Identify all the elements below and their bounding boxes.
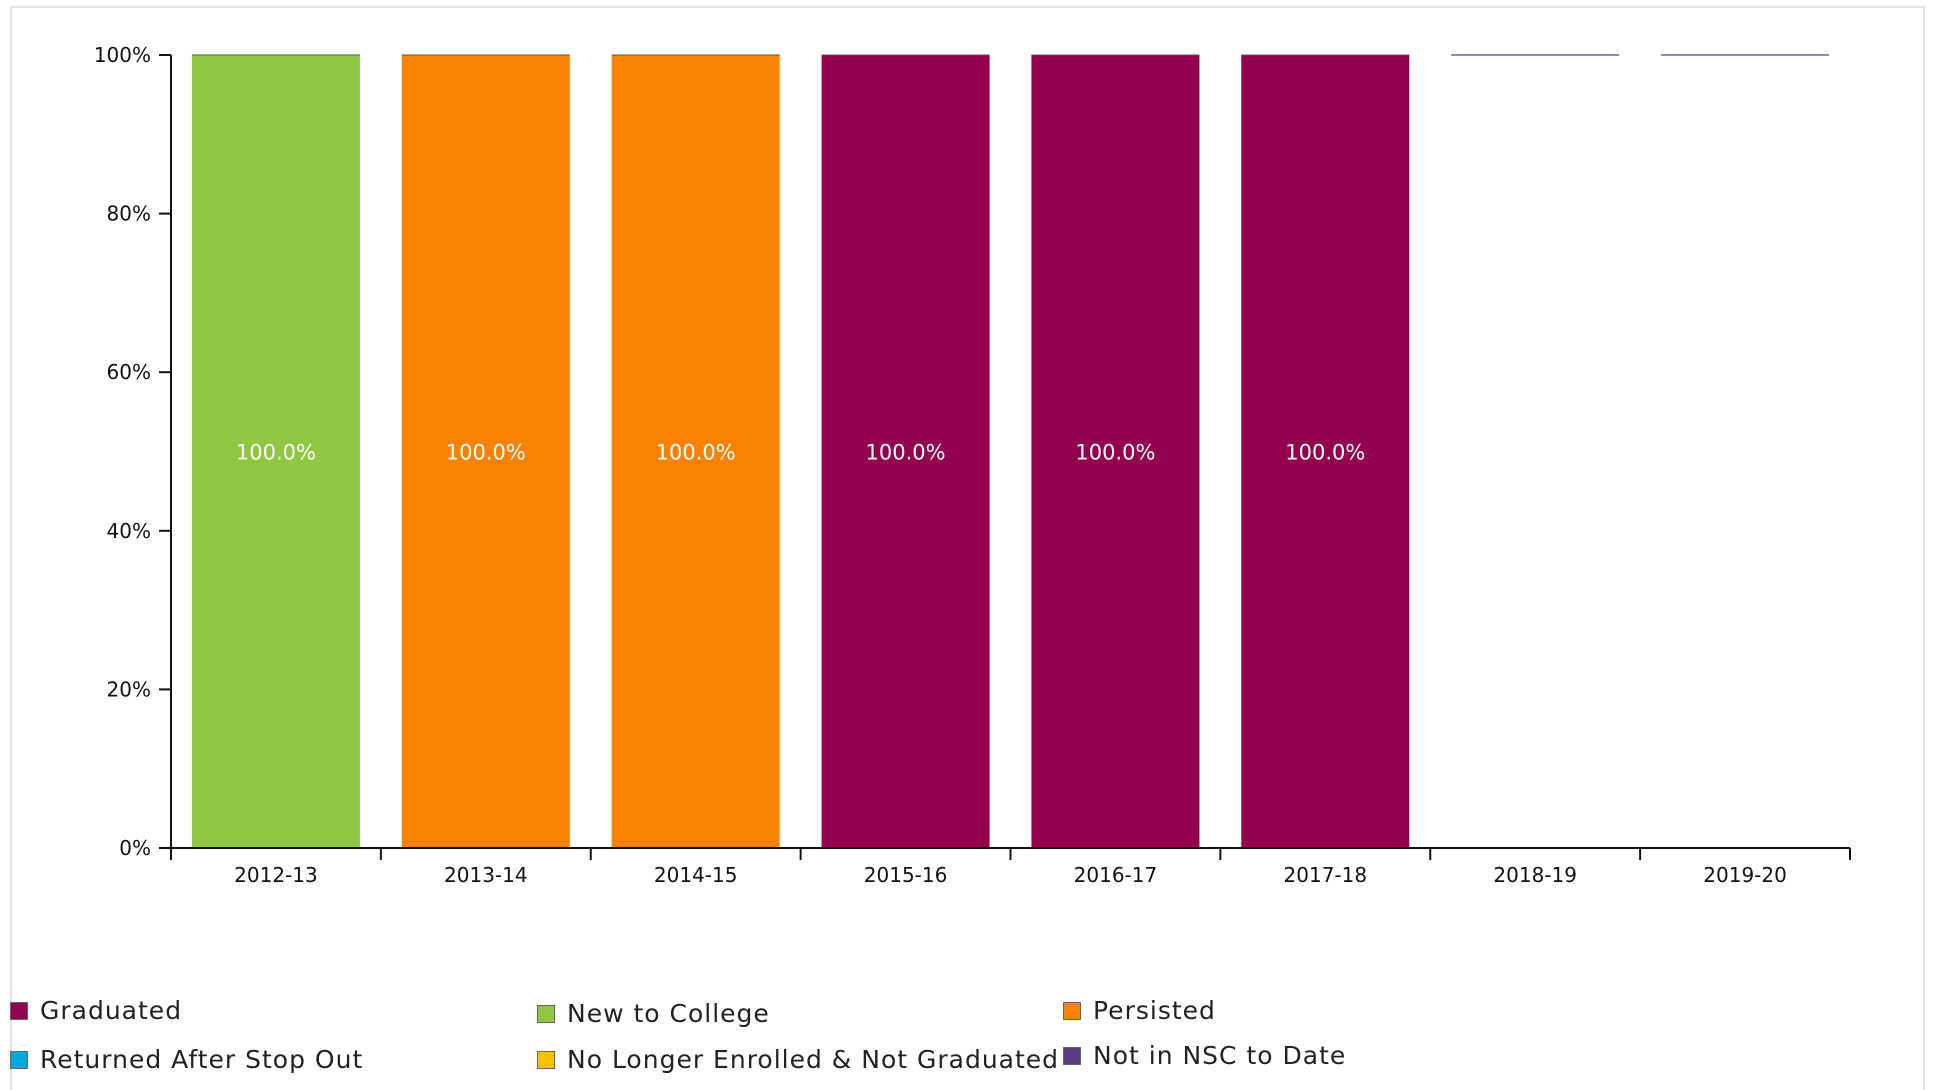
legend-label-returned-after-stop-out: Returned After Stop Out bbox=[40, 1045, 364, 1074]
legend-label-not-in-nsc: Not in NSC to Date bbox=[1093, 1041, 1347, 1070]
x-tick-label-2016-17: 2016-17 bbox=[1074, 863, 1158, 887]
data-label-2012-13: 100.0% bbox=[236, 441, 316, 465]
y-tick-label-4: 80% bbox=[107, 202, 151, 226]
legend-item-graduated[interactable]: Graduated bbox=[10, 996, 182, 1025]
x-tick-label-2013-14: 2013-14 bbox=[444, 863, 528, 887]
legend-swatch-no-longer-enrolled bbox=[537, 1050, 555, 1069]
legend-label-no-longer-enrolled: No Longer Enrolled & Not Graduated bbox=[567, 1045, 1060, 1074]
y-tick-label-3: 60% bbox=[107, 360, 151, 384]
y-tick-label-1: 20% bbox=[107, 677, 151, 701]
bar-2014-15-persisted[interactable] bbox=[611, 55, 780, 848]
bar-2015-16-graduated[interactable] bbox=[821, 55, 990, 848]
legend-item-not-in-nsc[interactable]: Not in NSC to Date bbox=[1063, 1041, 1346, 1070]
bar-2013-14-persisted[interactable] bbox=[401, 55, 570, 848]
y-tick-label-5: 100% bbox=[94, 43, 151, 67]
x-tick-label-2019-20: 2019-20 bbox=[1703, 863, 1787, 887]
x-tick-label-2012-13: 2012-13 bbox=[234, 863, 318, 887]
legend-swatch-returned-after-stop-out bbox=[10, 1050, 28, 1069]
legend-item-persisted[interactable]: Persisted bbox=[1063, 996, 1216, 1025]
bars-group bbox=[191, 54, 1830, 848]
legend-swatch-persisted bbox=[1063, 1001, 1081, 1020]
data-label-2015-16: 100.0% bbox=[866, 441, 946, 465]
y-tick-label-2: 40% bbox=[107, 519, 151, 543]
legend-swatch-new-to-college bbox=[537, 1004, 555, 1023]
data-label-2017-18: 100.0% bbox=[1285, 441, 1365, 465]
chart-frame bbox=[10, 6, 1925, 1090]
legend-item-no-longer-enrolled[interactable]: No Longer Enrolled & Not Graduated bbox=[537, 1045, 1059, 1074]
bar-2012-13-new-to-college[interactable] bbox=[191, 55, 360, 848]
data-labels-group: 100.0% 100.0% 100.0% 100.0% 100.0% 100.0% bbox=[236, 441, 1365, 465]
legend-label-new-to-college: New to College bbox=[567, 999, 770, 1028]
legend-swatch-not-in-nsc bbox=[1063, 1046, 1081, 1065]
legend-swatch-graduated bbox=[10, 1001, 28, 1020]
y-tick-label-0: 0% bbox=[119, 836, 151, 860]
legend-item-returned-after-stop-out[interactable]: Returned After Stop Out bbox=[10, 1045, 363, 1074]
x-tick-label-2014-15: 2014-15 bbox=[654, 863, 738, 887]
data-label-2013-14: 100.0% bbox=[446, 441, 526, 465]
legend-item-new-to-college[interactable]: New to College bbox=[537, 999, 770, 1028]
x-tick-label-2017-18: 2017-18 bbox=[1284, 863, 1368, 887]
bar-2016-17-graduated[interactable] bbox=[1031, 55, 1200, 848]
x-tick-label-2015-16: 2015-16 bbox=[864, 863, 948, 887]
bar-2017-18-graduated[interactable] bbox=[1241, 55, 1410, 848]
data-label-2016-17: 100.0% bbox=[1075, 441, 1155, 465]
data-label-2014-15: 100.0% bbox=[656, 441, 736, 465]
legend-label-persisted: Persisted bbox=[1093, 996, 1216, 1025]
y-axis: 0% 20% 40% 60% 80% 100% bbox=[94, 43, 172, 860]
x-axis: 2012-13 2013-14 2014-15 2015-16 2016-17 2017-… bbox=[170, 847, 1851, 887]
legend-label-graduated: Graduated bbox=[40, 996, 183, 1025]
x-tick-label-2018-19: 2018-19 bbox=[1493, 863, 1577, 887]
